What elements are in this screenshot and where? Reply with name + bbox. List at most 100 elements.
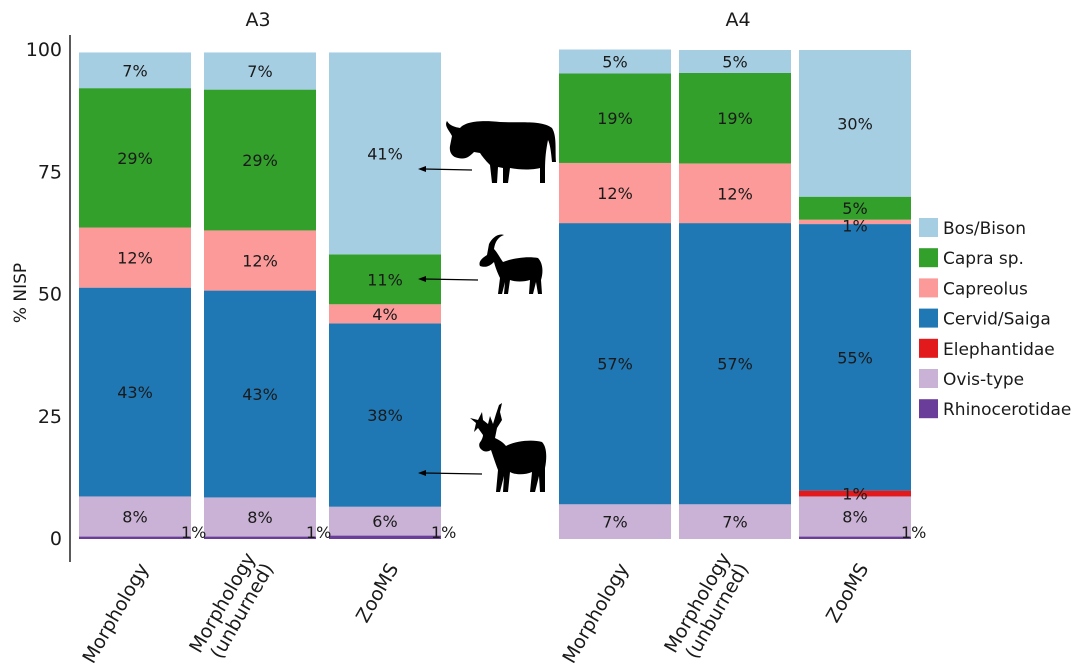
legend-swatch-capra-sp	[919, 248, 938, 268]
bar-segment-a3-morphology-ovis-type	[79, 496, 191, 537]
ibex-silhouette-icon	[479, 234, 543, 294]
bar-segment-a4-zooms-rhinocerotidae	[799, 536, 911, 539]
bar-segment-a3-morphology-unburned-ovis-type	[204, 497, 316, 537]
data-label: 4%	[372, 305, 397, 324]
bar-segment-a3-morphology-cervid-saiga	[79, 287, 191, 497]
y-tick-label: 100	[26, 39, 62, 61]
legend: Bos/Bison Capra sp. Capreolus Cervid/Saiga E…	[919, 218, 1071, 420]
legend-label-capreolus: Capreolus	[943, 279, 1028, 299]
data-label: 12%	[597, 184, 633, 203]
bar-segment-a4-morphology-unburned-cervid-saiga	[679, 223, 791, 505]
data-label: 43%	[242, 385, 278, 404]
legend-swatch-cervid-saiga	[919, 308, 938, 328]
data-label: 19%	[597, 109, 633, 128]
data-label: 19%	[717, 109, 753, 128]
y-tick-label: 75	[38, 161, 62, 183]
data-label: 55%	[837, 348, 873, 367]
bar-segment-a3-zooms-cervid-saiga	[329, 323, 441, 507]
bar-segment-a4-zooms-cervid-saiga	[799, 224, 911, 491]
data-label: 12%	[117, 249, 153, 268]
legend-label-cervid-saiga: Cervid/Saiga	[943, 310, 1051, 330]
y-axis: 0 25 50 75 100 % NISP A3 A4	[11, 9, 751, 562]
data-label: 29%	[242, 151, 278, 170]
bar-segment-a3-zooms-bos-bison	[329, 52, 441, 255]
legend-swatch-rhinocerotidae	[919, 399, 938, 419]
bar-segment-a3-morphology-unburned-rhinocerotidae	[204, 536, 316, 539]
legend-label-elephantidae: Elephantidae	[943, 340, 1055, 360]
bar-segment-a3-morphology-unburned-cervid-saiga	[204, 290, 316, 498]
data-label: 1%	[306, 523, 331, 542]
bar-segment-a3-zooms-capreolus	[329, 304, 441, 324]
bar-segment-a4-morphology-capra-sp	[559, 73, 671, 163]
svg-text:Morphology: Morphology	[558, 560, 633, 668]
bar-segment-a4-zooms-bos-bison	[799, 50, 911, 197]
annotation-arrows	[418, 166, 483, 476]
data-label: 57%	[717, 355, 753, 374]
data-label: 11%	[367, 270, 403, 289]
bar-segment-a4-morphology-unburned-capreolus	[679, 163, 791, 224]
y-tick-label: 0	[50, 528, 62, 550]
x-tick-label: Morphology(unburned)	[185, 549, 278, 663]
legend-label-ovis-type: Ovis-type	[943, 370, 1024, 390]
bar-segment-a3-zooms-ovis-type	[329, 506, 441, 536]
data-label: 8%	[842, 508, 867, 527]
bar-segment-a4-zooms-capreolus	[799, 219, 911, 225]
legend-label-bos-bison: Bos/Bison	[943, 219, 1026, 239]
bar-segment-a4-zooms-capra-sp	[799, 196, 911, 220]
bar-segment-a3-morphology-unburned-capreolus	[204, 230, 316, 291]
data-label: 1%	[842, 485, 867, 504]
bar-segment-a3-morphology-bos-bison	[79, 52, 191, 89]
legend-swatch-capreolus	[919, 278, 938, 298]
x-tick-label: ZooMS	[822, 560, 873, 627]
bars	[79, 49, 911, 539]
y-tick-label: 50	[38, 284, 62, 306]
y-tick-label: 25	[38, 406, 62, 428]
panel-title-a3: A3	[245, 9, 270, 31]
data-label: 57%	[597, 355, 633, 374]
data-label: 12%	[242, 252, 278, 271]
bison-silhouette-icon	[446, 121, 556, 183]
bar-segment-a4-morphology-unburned-capra-sp	[679, 72, 791, 164]
x-tick-label: Morphology(unburned)	[660, 549, 753, 663]
data-label: 12%	[717, 184, 753, 203]
data-label: 8%	[122, 508, 147, 527]
bar-segment-a3-morphology-unburned-bos-bison	[204, 52, 316, 90]
y-axis-title: % NISP	[11, 263, 31, 323]
deer-silhouette-icon	[470, 403, 547, 492]
bar-segment-a3-morphology-unburned-capra-sp	[204, 89, 316, 231]
bar-segment-a3-zooms-rhinocerotidae	[329, 535, 441, 539]
bar-segment-a4-morphology-ovis-type	[559, 504, 671, 539]
data-label: 5%	[602, 52, 627, 71]
data-label: 41%	[367, 144, 403, 163]
data-label: 30%	[837, 114, 873, 133]
data-label: 7%	[722, 513, 747, 532]
bar-segment-a4-morphology-cervid-saiga	[559, 223, 671, 505]
data-label: 1%	[431, 523, 456, 542]
bar-segment-a4-morphology-unburned-ovis-type	[679, 504, 791, 539]
data-label: 43%	[117, 383, 153, 402]
bar-segment-a4-morphology-capreolus	[559, 162, 671, 224]
bar-segment-a4-morphology-unburned-bos-bison	[679, 50, 791, 73]
x-tick-label: Morphology	[558, 560, 633, 668]
bar-segment-a3-morphology-capra-sp	[79, 88, 191, 228]
data-label: 38%	[367, 406, 403, 425]
x-tick-label: Morphology	[78, 560, 153, 668]
data-label: 6%	[372, 512, 397, 531]
data-label: 1%	[901, 523, 926, 542]
svg-text:ZooMS: ZooMS	[352, 560, 403, 627]
x-tick-label: ZooMS	[352, 560, 403, 627]
data-label: 5%	[722, 52, 747, 71]
legend-swatch-elephantidae	[919, 338, 938, 358]
data-label: 7%	[247, 62, 272, 81]
data-label: 1%	[842, 217, 867, 236]
svg-text:Morphology: Morphology	[78, 560, 153, 668]
legend-label-capra-sp: Capra sp.	[943, 249, 1024, 269]
data-label: 5%	[842, 199, 867, 218]
data-label: 29%	[117, 149, 153, 168]
svg-text:ZooMS: ZooMS	[822, 560, 873, 627]
legend-swatch-ovis-type	[919, 369, 938, 388]
data-label: 7%	[122, 61, 147, 80]
legend-swatch-bos-bison	[919, 218, 938, 237]
panel-title-a4: A4	[725, 9, 750, 31]
